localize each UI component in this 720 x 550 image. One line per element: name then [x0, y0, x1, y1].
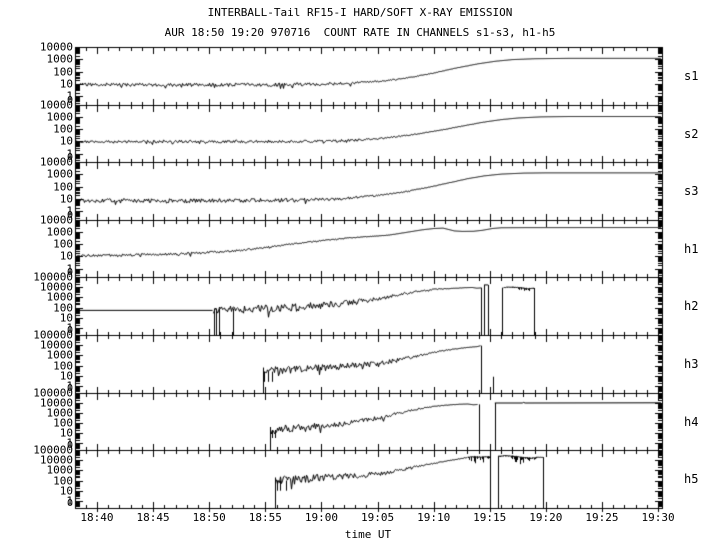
y-tick-label-h5-10: 10 — [59, 484, 73, 498]
y-tick-label-s2-0: 0 — [66, 152, 73, 163]
y-tick-label-h5-1: 1 — [66, 494, 73, 508]
y-tick-label-h4-1: 1 — [66, 436, 73, 450]
x-axis-title: time UT — [344, 528, 392, 541]
y-tick-label-h2-0: 0 — [66, 325, 73, 336]
y-tick-label-s1-100: 100 — [53, 65, 73, 79]
y-tick-label-h3-100: 100 — [53, 359, 73, 373]
y-tick-label-h2-1: 1 — [66, 321, 73, 335]
y-tick-label-s1-1000: 1000 — [46, 52, 74, 66]
x-tick-label-19:30: 19:30 — [641, 511, 675, 524]
y-tick-label-h2-10: 10 — [59, 311, 73, 325]
y-tick-label-h1-10: 10 — [59, 249, 73, 263]
y-tick-label-s1-10000: 10000 — [39, 40, 73, 54]
y-tick-label-h4-100000: 100000 — [33, 386, 73, 400]
y-tick-label-h1-1000: 1000 — [46, 225, 74, 239]
x-tick-label-19:10: 19:10 — [417, 511, 451, 524]
y-tick-label-s1-0: 0 — [66, 95, 73, 106]
y-tick-label-h3-1000: 1000 — [46, 348, 74, 362]
y-tick-label-s2-1: 1 — [66, 147, 73, 160]
x-tick-label-19:00: 19:00 — [304, 511, 338, 524]
y-tick-label-s3-1000: 1000 — [46, 167, 74, 181]
x-tick-label-19:05: 19:05 — [360, 511, 395, 524]
y-tick-label-s1-10: 10 — [59, 77, 73, 91]
y-tick-label-h2-100000: 100000 — [33, 270, 73, 284]
chart-subtitle: AUR 18:50 19:20 970716 COUNT RATE IN CHA… — [164, 26, 556, 39]
chart-title: INTERBALL-Tail RF15-I HARD/SOFT X-RAY EM… — [207, 6, 513, 19]
y-tick-label-h3-10000: 10000 — [39, 338, 73, 352]
y-tick-label-h5-1000: 1000 — [46, 463, 74, 477]
y-tick-label-h3-0: 0 — [66, 383, 73, 394]
y-tick-label-h1-1: 1 — [66, 262, 73, 275]
x-tick-label-18:50: 18:50 — [192, 511, 226, 524]
y-tick-label-h3-100000: 100000 — [33, 328, 73, 342]
y-tick-label-s3-100: 100 — [53, 180, 73, 194]
y-tick-label-s3-0: 0 — [66, 210, 73, 221]
y-tick-label-h4-100: 100 — [53, 416, 73, 430]
channel-label-h1: h1 — [684, 241, 699, 256]
x-tick-label-18:40: 18:40 — [80, 511, 114, 524]
y-tick-label-s3-10: 10 — [59, 192, 73, 206]
y-tick-label-h2-100: 100 — [53, 301, 73, 315]
y-tick-label-h4-1000: 1000 — [46, 406, 74, 420]
y-tick-label-h1-10000: 10000 — [39, 213, 73, 227]
y-tick-label-h1-100: 100 — [53, 237, 73, 251]
y-tick-label-s3-10000: 10000 — [39, 155, 73, 169]
channel-label-h5: h5 — [684, 472, 699, 486]
y-tick-label-h4-10000: 10000 — [39, 396, 73, 410]
y-tick-label-h5-100: 100 — [53, 474, 73, 488]
channel-label-s3: s3 — [684, 184, 699, 198]
channel-label-h3: h3 — [684, 357, 699, 371]
y-tick-label-h2-1000: 1000 — [46, 290, 74, 304]
channel-label-s1: s1 — [684, 69, 699, 83]
x-tick-label-19:20: 19:20 — [529, 511, 563, 524]
y-tick-label-h4-10: 10 — [59, 426, 73, 440]
x-tick-label-18:55: 18:55 — [248, 511, 282, 524]
y-tick-label-h3-1: 1 — [66, 379, 73, 393]
y-tick-label-h2-10000: 10000 — [39, 280, 73, 294]
y-tick-label-h1-0: 0 — [66, 267, 73, 278]
y-tick-label-h5-10000: 10000 — [39, 453, 73, 467]
channel-label-h4: h4 — [684, 414, 699, 429]
y-tick-label-s2-100: 100 — [53, 122, 73, 136]
channel-label-s2: s2 — [684, 126, 699, 141]
y-tick-label-s2-10000: 10000 — [39, 98, 73, 112]
y-tick-label-s2-10: 10 — [59, 134, 73, 148]
y-tick-label-h5-0: 0 — [66, 498, 73, 509]
y-tick-label-h3-10: 10 — [59, 369, 73, 383]
x-tick-label-19:15: 19:15 — [473, 511, 507, 524]
y-tick-label-s2-1000: 1000 — [46, 110, 74, 124]
y-tick-label-h4-0: 0 — [66, 440, 73, 451]
y-tick-label-s1-1: 1 — [66, 89, 73, 103]
y-tick-label-h5-100000: 100000 — [33, 443, 73, 457]
channel-label-h2: h2 — [684, 299, 699, 313]
y-tick-label-s3-1: 1 — [66, 204, 73, 218]
x-tick-label-18:45: 18:45 — [136, 511, 170, 524]
x-tick-label-19:25: 19:25 — [585, 511, 619, 524]
